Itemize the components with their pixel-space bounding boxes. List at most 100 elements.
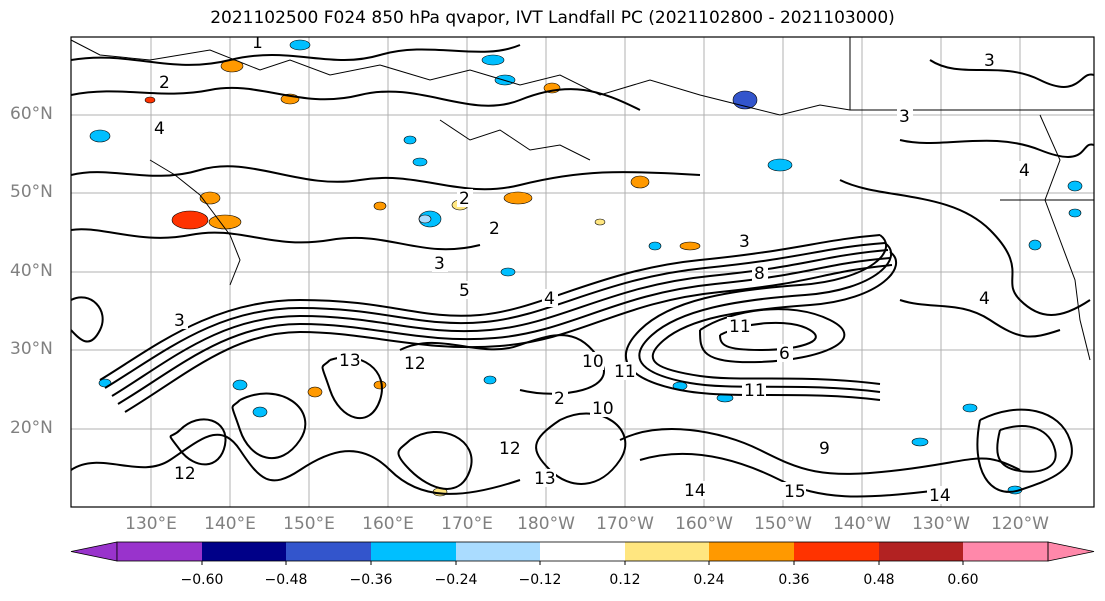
contour-label: 12	[174, 464, 196, 484]
contour-label: 15	[784, 482, 806, 502]
coastline	[849, 37, 1094, 111]
longitude-label: 120°W	[991, 514, 1049, 534]
contour-label-bg	[982, 51, 998, 69]
qvapor-anomaly-patch	[373, 201, 387, 211]
contour-label: 11	[744, 381, 766, 401]
qvapor-anomaly-patch	[503, 191, 533, 205]
ivt-contours	[71, 44, 1094, 498]
qvapor-anomaly-patch	[252, 406, 268, 418]
colorbar-tick-label: −0.48	[264, 572, 308, 588]
contour-label: 2	[489, 219, 500, 239]
ivt-contour-line	[71, 433, 521, 495]
qvapor-anomaly-patch	[403, 135, 417, 145]
longitude-label: 160°E	[362, 514, 414, 534]
contour-label-bg	[977, 289, 993, 307]
qvapor-anomaly-patch	[89, 129, 111, 143]
ivt-contour-line	[899, 299, 1061, 338]
contour-label-bg	[590, 399, 614, 417]
colorbar-segment	[963, 542, 1048, 561]
contour-label: 13	[534, 469, 556, 489]
colorbar-tick-label: 0.24	[693, 572, 725, 588]
ivt-contour-line	[104, 242, 886, 389]
contour-label-bg	[172, 311, 188, 329]
contour-label-bg	[457, 281, 473, 299]
contour-label-bg	[487, 219, 503, 237]
coastline	[149, 159, 241, 286]
contour-label: 4	[979, 289, 990, 309]
contour-label: 4	[1019, 161, 1030, 181]
colorbar-segment	[202, 542, 286, 561]
qvapor-anomaly-patch	[767, 158, 793, 172]
latitude-label: 50°N	[10, 182, 53, 202]
contour-label: 3	[174, 311, 185, 331]
coastline	[439, 119, 591, 161]
contour-label: 5	[459, 281, 470, 301]
ivt-contour-line	[651, 251, 897, 385]
colorbar-tick-label: −0.12	[518, 572, 562, 588]
contour-label: 6	[779, 344, 790, 364]
colorbar-segment	[456, 542, 540, 561]
contour-label-bg	[402, 354, 426, 372]
qvapor-anomaly-patch	[630, 175, 650, 189]
coastlines	[71, 37, 1094, 361]
contour-label: 3	[899, 107, 910, 127]
contour-label-bg	[1017, 161, 1033, 179]
ivt-contour-line	[996, 425, 1057, 473]
ivt-contour-line	[839, 179, 1091, 316]
contour-label-bg	[432, 254, 448, 272]
longitude-label: 180°W	[517, 514, 575, 534]
ivt-contour-line	[71, 44, 521, 66]
contour-label-bg	[152, 119, 168, 137]
colorbar-extend-high	[1047, 541, 1095, 562]
contour-label-bg	[542, 289, 558, 307]
contour-label-bg	[172, 464, 196, 482]
contour-label-bg	[737, 232, 753, 250]
contour-label-bg	[727, 317, 751, 335]
ivt-contour-line	[719, 321, 817, 352]
qvapor-anomaly-patch	[594, 218, 606, 226]
colorbar-segment	[879, 542, 963, 561]
contour-label-bg	[497, 439, 521, 457]
ivt-contour-line	[321, 356, 383, 420]
qvapor-anomaly-patch	[1068, 208, 1082, 218]
ivt-contour-line	[111, 249, 889, 397]
ivt-contour-line	[929, 59, 1094, 88]
coastline	[71, 39, 851, 116]
qvapor-anomaly-patch	[144, 96, 156, 104]
contour-label: 11	[614, 362, 636, 382]
contour-label: 14	[684, 481, 706, 501]
contour-label: 13	[339, 351, 361, 371]
colorbar-outline	[116, 541, 1049, 562]
contour-label: 4	[544, 289, 555, 309]
ivt-contour-line	[71, 86, 641, 111]
contour-labels: 1222233333444456891010111111121212131314…	[152, 37, 1033, 506]
colorbar-extend-low	[70, 541, 118, 562]
qvapor-anomaly-patch	[232, 379, 248, 391]
longitude-label: 150°E	[283, 514, 335, 534]
contour-label-bg	[612, 362, 636, 380]
contour-label-bg	[682, 481, 706, 499]
qvapor-anomaly-patch	[648, 241, 662, 251]
ivt-contour-line	[71, 165, 701, 191]
colorbar-segment	[625, 542, 709, 561]
coastline	[1039, 114, 1091, 361]
colorbar-tick-label: 0.48	[863, 572, 895, 588]
contour-label-bg	[250, 37, 266, 51]
colorbar-segment	[540, 542, 625, 561]
map-frame	[70, 36, 1095, 508]
colorbar-tick-label: 0.60	[947, 572, 979, 588]
qvapor-shading	[89, 39, 1083, 497]
ivt-contour-line	[976, 408, 1073, 493]
colorbar-segment	[709, 542, 794, 561]
contour-label-bg	[927, 486, 951, 504]
qvapor-anomaly-patch	[289, 39, 311, 51]
ivt-contour-line	[397, 430, 473, 490]
contour-label-bg	[897, 107, 913, 125]
figure-title: 2021102500 F024 850 hPa qvapor, IVT Land…	[210, 8, 895, 28]
longitude-label: 160°W	[675, 514, 733, 534]
ivt-contour-line	[169, 418, 227, 466]
contour-label: 10	[592, 399, 614, 419]
ivt-contour-line	[639, 452, 941, 498]
